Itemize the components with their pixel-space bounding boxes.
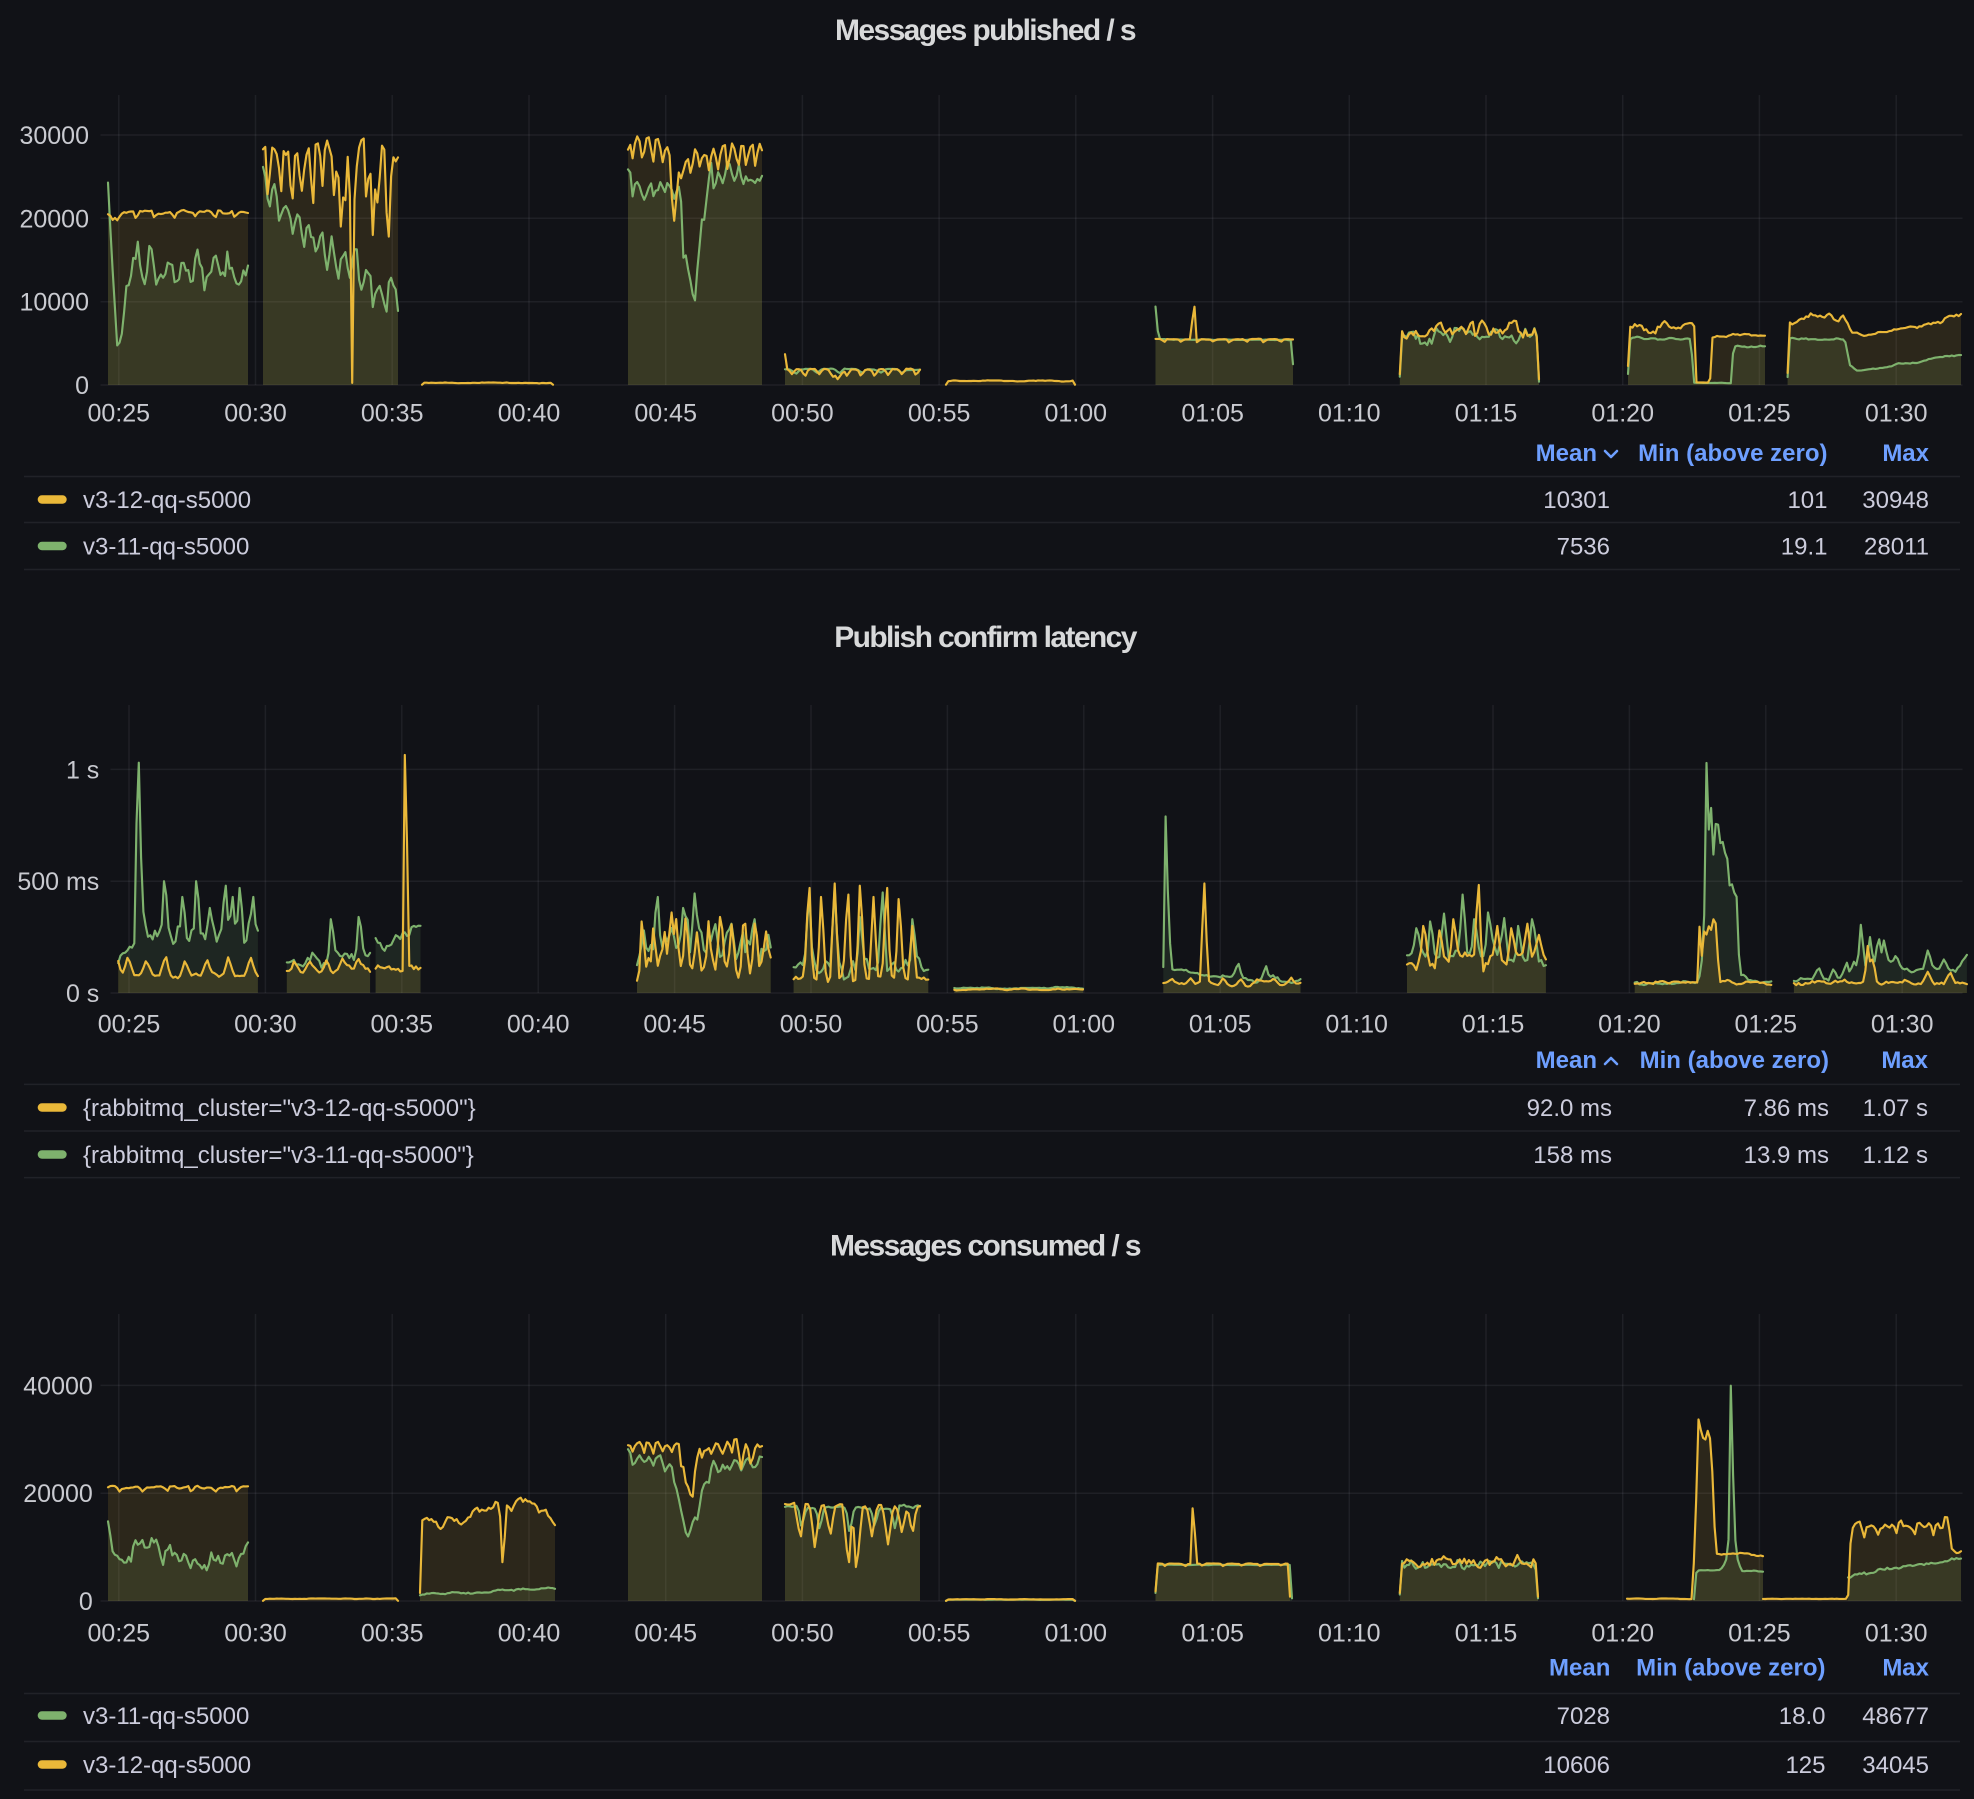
- svg-text:00:50: 00:50: [771, 1620, 834, 1648]
- svg-text:01:20: 01:20: [1591, 1620, 1654, 1648]
- svg-text:Messages consumed / s: Messages consumed / s: [830, 1230, 1141, 1263]
- svg-text:00:25: 00:25: [88, 400, 151, 428]
- svg-text:01:05: 01:05: [1181, 400, 1244, 428]
- svg-text:01:10: 01:10: [1318, 400, 1381, 428]
- svg-text:Max: Max: [1882, 440, 1929, 467]
- svg-text:01:25: 01:25: [1728, 1620, 1791, 1648]
- svg-text:40000: 40000: [23, 1372, 93, 1400]
- svg-text:00:40: 00:40: [498, 400, 561, 428]
- svg-text:1.12 s: 1.12 s: [1863, 1142, 1928, 1169]
- svg-text:19.1: 19.1: [1781, 534, 1828, 561]
- svg-text:13.9 ms: 13.9 ms: [1744, 1142, 1829, 1169]
- svg-text:Mean: Mean: [1536, 440, 1597, 467]
- svg-text:0 s: 0 s: [66, 980, 99, 1008]
- svg-text:00:35: 00:35: [361, 400, 424, 428]
- svg-text:00:30: 00:30: [224, 400, 287, 428]
- svg-text:20000: 20000: [19, 205, 89, 233]
- svg-text:v3-12-qq-s5000: v3-12-qq-s5000: [83, 487, 251, 514]
- svg-text:v3-11-qq-s5000: v3-11-qq-s5000: [83, 1703, 249, 1730]
- svg-text:1.07 s: 1.07 s: [1863, 1095, 1928, 1122]
- svg-text:00:40: 00:40: [507, 1011, 570, 1039]
- svg-text:01:10: 01:10: [1325, 1011, 1388, 1039]
- svg-text:00:30: 00:30: [224, 1620, 287, 1648]
- svg-text:00:45: 00:45: [634, 1620, 697, 1648]
- svg-text:00:55: 00:55: [908, 400, 971, 428]
- svg-text:00:30: 00:30: [234, 1011, 297, 1039]
- svg-text:01:30: 01:30: [1865, 1620, 1928, 1648]
- svg-text:01:00: 01:00: [1053, 1011, 1116, 1039]
- svg-text:00:50: 00:50: [771, 400, 834, 428]
- svg-text:Publish confirm latency: Publish confirm latency: [834, 621, 1138, 654]
- svg-text:01:20: 01:20: [1598, 1011, 1661, 1039]
- svg-text:01:10: 01:10: [1318, 1620, 1381, 1648]
- svg-text:7.86 ms: 7.86 ms: [1744, 1095, 1829, 1122]
- svg-text:v3-12-qq-s5000: v3-12-qq-s5000: [83, 1752, 251, 1779]
- svg-text:00:25: 00:25: [88, 1620, 151, 1648]
- svg-text:Min (above zero): Min (above zero): [1640, 1047, 1829, 1074]
- svg-text:Max: Max: [1882, 1655, 1929, 1682]
- svg-text:01:30: 01:30: [1865, 400, 1928, 428]
- svg-text:30948: 30948: [1862, 487, 1929, 514]
- svg-text:01:15: 01:15: [1455, 400, 1518, 428]
- svg-text:00:55: 00:55: [908, 1620, 971, 1648]
- svg-text:500 ms: 500 ms: [17, 868, 99, 896]
- svg-text:01:20: 01:20: [1591, 400, 1654, 428]
- svg-text:0: 0: [79, 1588, 93, 1616]
- svg-text:Max: Max: [1881, 1047, 1928, 1074]
- svg-text:Messages published / s: Messages published / s: [835, 14, 1136, 47]
- svg-text:00:35: 00:35: [371, 1011, 434, 1039]
- svg-text:01:05: 01:05: [1189, 1011, 1252, 1039]
- svg-text:125: 125: [1785, 1752, 1825, 1779]
- svg-text:158 ms: 158 ms: [1533, 1142, 1612, 1169]
- svg-text:34045: 34045: [1862, 1752, 1929, 1779]
- svg-text:20000: 20000: [23, 1480, 93, 1508]
- svg-text:01:25: 01:25: [1728, 400, 1791, 428]
- svg-text:Min (above zero): Min (above zero): [1638, 440, 1827, 467]
- svg-text:30000: 30000: [19, 122, 89, 150]
- svg-text:00:35: 00:35: [361, 1620, 424, 1648]
- svg-text:10606: 10606: [1543, 1752, 1610, 1779]
- svg-text:01:15: 01:15: [1455, 1620, 1518, 1648]
- svg-text:7028: 7028: [1557, 1703, 1610, 1730]
- svg-text:1 s: 1 s: [66, 756, 99, 784]
- svg-text:Mean: Mean: [1536, 1047, 1597, 1074]
- svg-text:01:00: 01:00: [1045, 400, 1108, 428]
- svg-text:92.0 ms: 92.0 ms: [1527, 1095, 1612, 1122]
- svg-text:18.0: 18.0: [1779, 1703, 1826, 1730]
- svg-text:28011: 28011: [1864, 534, 1929, 561]
- svg-text:01:15: 01:15: [1462, 1011, 1525, 1039]
- svg-text:v3-11-qq-s5000: v3-11-qq-s5000: [83, 534, 249, 561]
- svg-text:10301: 10301: [1543, 487, 1610, 514]
- svg-text:Min (above zero): Min (above zero): [1636, 1655, 1825, 1682]
- svg-text:0: 0: [75, 372, 89, 400]
- svg-text:00:40: 00:40: [498, 1620, 561, 1648]
- svg-text:01:30: 01:30: [1871, 1011, 1934, 1039]
- svg-text:00:55: 00:55: [916, 1011, 979, 1039]
- svg-text:00:45: 00:45: [634, 400, 697, 428]
- svg-text:01:00: 01:00: [1045, 1620, 1108, 1648]
- svg-text:{rabbitmq_cluster="v3-12-qq-s5: {rabbitmq_cluster="v3-12-qq-s5000"}: [83, 1095, 476, 1122]
- svg-text:Mean: Mean: [1549, 1655, 1610, 1682]
- svg-text:48677: 48677: [1862, 1703, 1929, 1730]
- svg-text:10000: 10000: [19, 289, 89, 317]
- svg-text:01:05: 01:05: [1181, 1620, 1244, 1648]
- svg-text:00:25: 00:25: [98, 1011, 161, 1039]
- svg-text:01:25: 01:25: [1735, 1011, 1798, 1039]
- svg-text:00:45: 00:45: [643, 1011, 706, 1039]
- svg-text:7536: 7536: [1557, 534, 1610, 561]
- svg-text:101: 101: [1787, 487, 1827, 514]
- svg-text:00:50: 00:50: [780, 1011, 843, 1039]
- svg-text:{rabbitmq_cluster="v3-11-qq-s5: {rabbitmq_cluster="v3-11-qq-s5000"}: [83, 1142, 474, 1169]
